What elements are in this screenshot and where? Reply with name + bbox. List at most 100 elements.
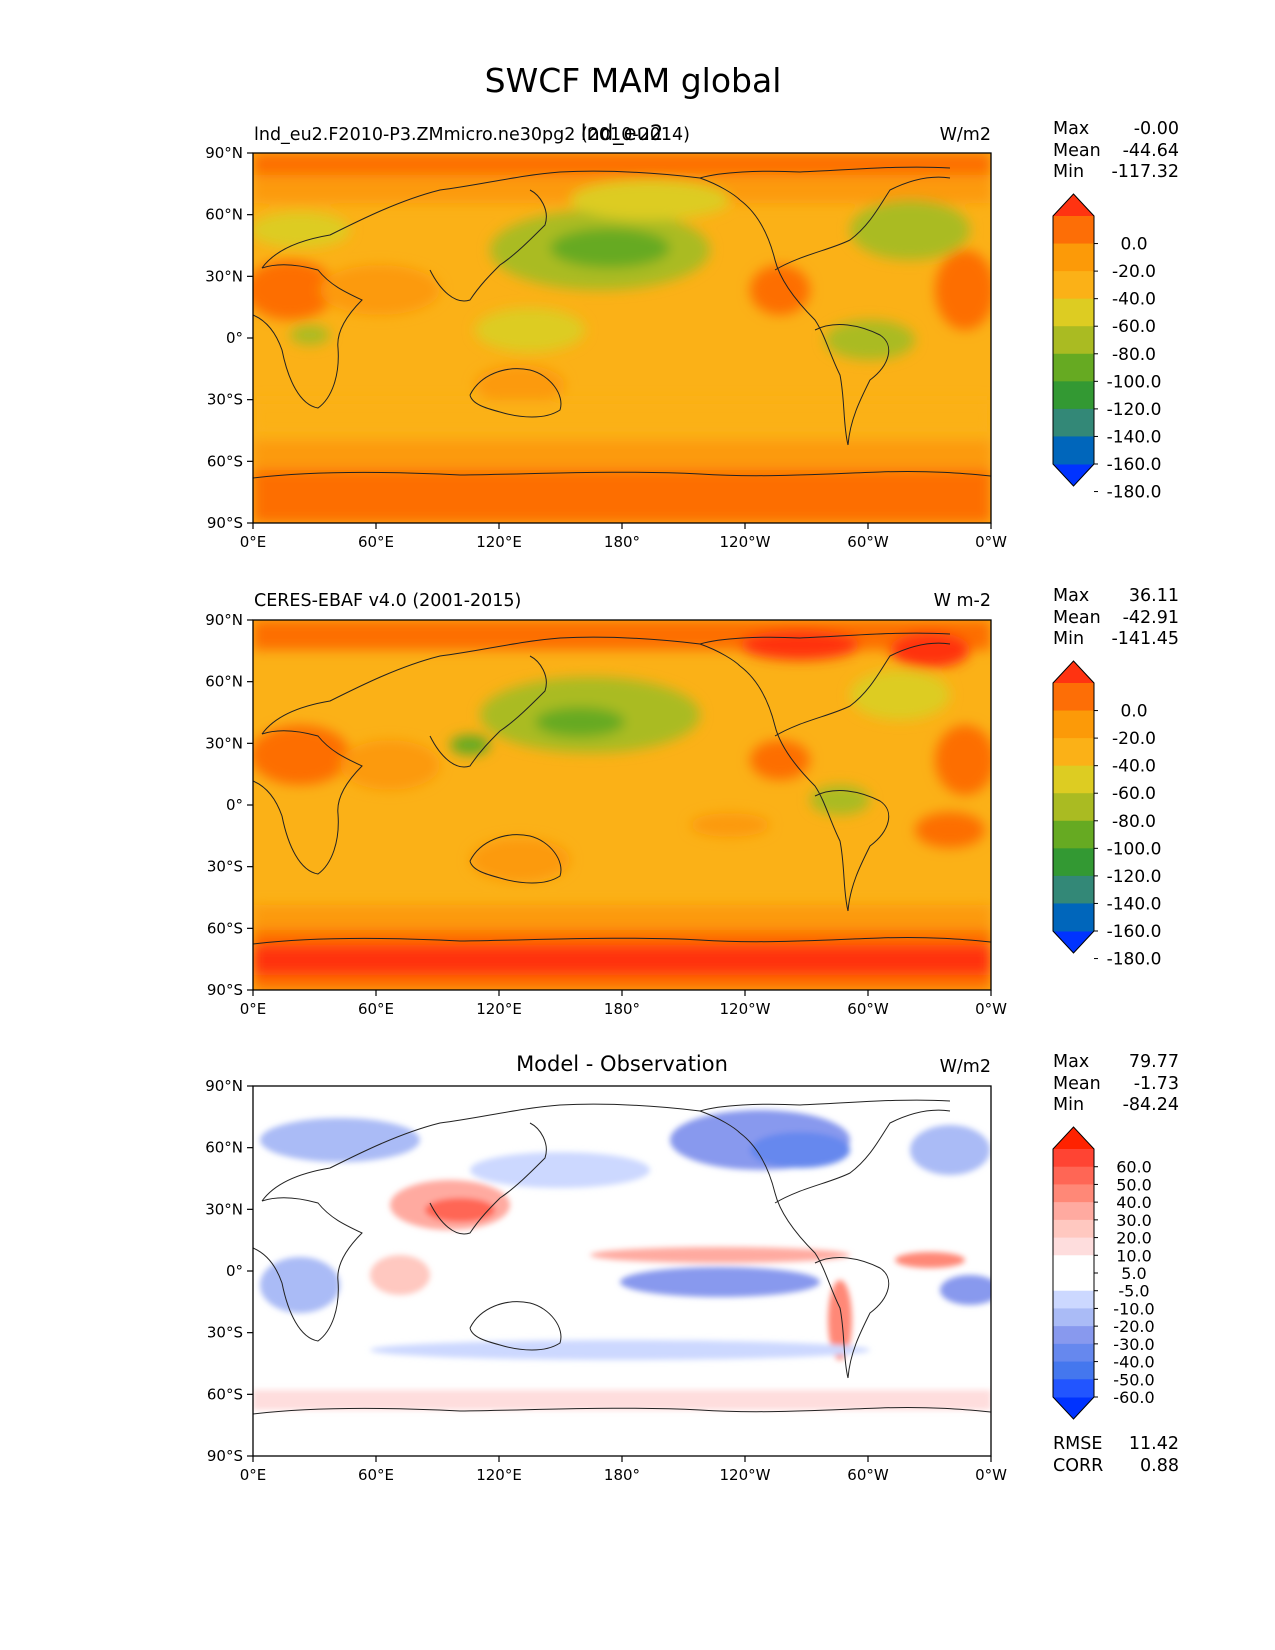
colorbar-band [1053, 1290, 1094, 1309]
x-tick-label: 180° [604, 1000, 640, 1018]
x-tick-label: 60°E [358, 1000, 394, 1018]
stat-value: -42.91 [1123, 608, 1179, 628]
colorbar-extend-max [1053, 1127, 1094, 1149]
x-tick-label: 120°E [476, 533, 522, 551]
colorbar-band [1053, 683, 1094, 712]
colorbar-label: 60.0 [1116, 1158, 1152, 1177]
panel-difference-center-title: Model - Observation [516, 1052, 728, 1076]
stat-label: Mean [1053, 1074, 1101, 1094]
panel-observation: CERES-EBAF v4.0 (2001-2015) W m-2 [205, 586, 1179, 1018]
colorbar-band [1053, 1379, 1094, 1398]
x-tick-label: 120°W [720, 533, 771, 551]
stat-label: Max [1053, 586, 1089, 606]
metric-label: RMSE [1053, 1434, 1102, 1454]
x-tick-label: 0°E [240, 533, 267, 551]
colorbar-label: -20.0 [1112, 729, 1156, 749]
colorbar-label: 0.0 [1120, 235, 1147, 255]
colorbar-label: -60.0 [1112, 784, 1156, 804]
colorbar-label: -180.0 [1107, 950, 1162, 970]
colorbar-label: -60.0 [1112, 317, 1156, 337]
stat-label: Max [1053, 119, 1089, 139]
colorbar-label: -40.0 [1112, 757, 1156, 777]
panel-observation-stats: Max 36.11 Mean -42.91 Min -141.45 [1053, 586, 1179, 649]
metric-value: 0.88 [1140, 1456, 1179, 1476]
colorbar-band [1053, 1237, 1094, 1256]
colorbar-band [1053, 298, 1094, 327]
colorbar-band [1053, 381, 1094, 410]
y-tick-label: 30°N [205, 734, 243, 752]
panel-observation-yticks: 90°N 60°N 30°N 0° 30°S 60°S 90°S [205, 611, 253, 999]
x-tick-label: 180° [604, 533, 640, 551]
colorbar-label: -5.0 [1118, 1282, 1149, 1301]
colorbar-label: -160.0 [1107, 455, 1162, 475]
stat-label: Min [1053, 1095, 1084, 1115]
panel-observation-coastlines [253, 632, 991, 945]
y-tick-label: 0° [226, 329, 243, 347]
panel-model-units: W/m2 [940, 125, 991, 145]
colorbar-band [1053, 1255, 1094, 1274]
colorbar-band [1053, 436, 1094, 465]
panel-model: lnd_eu2.F2010-P3.ZMmicro.ne30pg2 (2010-2… [205, 119, 1179, 551]
colorbar-label: -120.0 [1107, 400, 1162, 420]
colorbar-label: -180.0 [1107, 483, 1162, 503]
figure-title: SWCF MAM global [485, 61, 782, 100]
x-tick-label: 60°W [847, 1000, 889, 1018]
y-tick-label: 60°N [205, 673, 243, 691]
x-tick-label: 0°W [975, 533, 1007, 551]
colorbar-band [1053, 326, 1094, 355]
y-tick-label: 30°S [207, 1324, 243, 1342]
metric-label: CORR [1053, 1456, 1103, 1476]
panel-model-left-title: lnd_eu2.F2010-P3.ZMmicro.ne30pg2 (2010-2… [254, 125, 690, 145]
colorbar-label: -100.0 [1107, 372, 1162, 392]
stat-label: Min [1053, 629, 1084, 649]
colorbar-extend-max [1053, 194, 1094, 216]
stat-value: -44.64 [1123, 141, 1179, 161]
panel-difference-field [253, 1086, 991, 1456]
colorbar-label: -30.0 [1113, 1335, 1154, 1354]
y-tick-label: 30°S [207, 391, 243, 409]
colorbar-band [1053, 1343, 1094, 1363]
colorbar-label: 10.0 [1116, 1246, 1152, 1265]
colorbar-band [1053, 1361, 1094, 1380]
colorbar-band [1053, 216, 1094, 245]
colorbar-label: -100.0 [1107, 839, 1162, 859]
colorbar-band [1053, 1219, 1094, 1239]
x-tick-label: 0°W [975, 1000, 1007, 1018]
colorbar-label: 0.0 [1120, 702, 1147, 722]
colorbar-extend-min [1053, 931, 1094, 953]
colorbar-extend-min [1053, 464, 1094, 486]
colorbar-band [1053, 710, 1094, 739]
y-tick-label: 90°N [205, 611, 243, 629]
metric-value: 11.42 [1129, 1434, 1179, 1454]
panel-model-stats: Max -0.00 Mean -44.64 Min -117.32 [1053, 119, 1179, 182]
colorbar-band [1053, 875, 1094, 904]
colorbar-band [1053, 1184, 1094, 1203]
stat-value: -141.45 [1111, 629, 1179, 649]
colorbar-label: -40.0 [1112, 290, 1156, 310]
stat-value: -1.73 [1134, 1074, 1179, 1094]
y-tick-label: 60°N [205, 1139, 243, 1157]
colorbar-label: -60.0 [1113, 1388, 1154, 1407]
colorbar-band [1053, 848, 1094, 877]
panel-difference-colorbar: 60.050.040.030.020.010.05.0-5.0-10.0-20.… [1052, 1126, 1155, 1420]
panel-observation-colorbar: 0.0 -20.0 -40.0 -60.0 -80.0 -100.0 -120.0 -140.… [1052, 660, 1162, 970]
colorbar-label: -80.0 [1112, 345, 1156, 365]
panel-model-colorbar: 0.0 -20.0 -40.0 -60.0 -80.0 -100.0 -120.0 -140.… [1052, 193, 1162, 503]
panel-difference-stats: Max 79.77 Mean -1.73 Min -84.24 [1053, 1052, 1179, 1115]
stat-value: -0.00 [1134, 119, 1179, 139]
x-tick-label: 120°W [720, 1000, 771, 1018]
colorbar-band [1053, 1308, 1094, 1327]
y-tick-label: 30°N [205, 1200, 243, 1218]
x-tick-label: 120°E [476, 1466, 522, 1484]
colorbar-band [1053, 271, 1094, 300]
colorbar-extend-max [1053, 661, 1094, 683]
x-tick-label: 0°E [240, 1000, 267, 1018]
colorbar-label: 20.0 [1116, 1229, 1152, 1248]
panel-model-xticks: 0°E 60°E 120°E 180° 120°W 60°W 0°W [240, 523, 1007, 551]
x-tick-label: 120°W [720, 1466, 771, 1484]
colorbar-band [1053, 408, 1094, 437]
stat-label: Mean [1053, 608, 1101, 628]
colorbar-label: -40.0 [1113, 1353, 1154, 1372]
stat-value: -84.24 [1123, 1095, 1179, 1115]
